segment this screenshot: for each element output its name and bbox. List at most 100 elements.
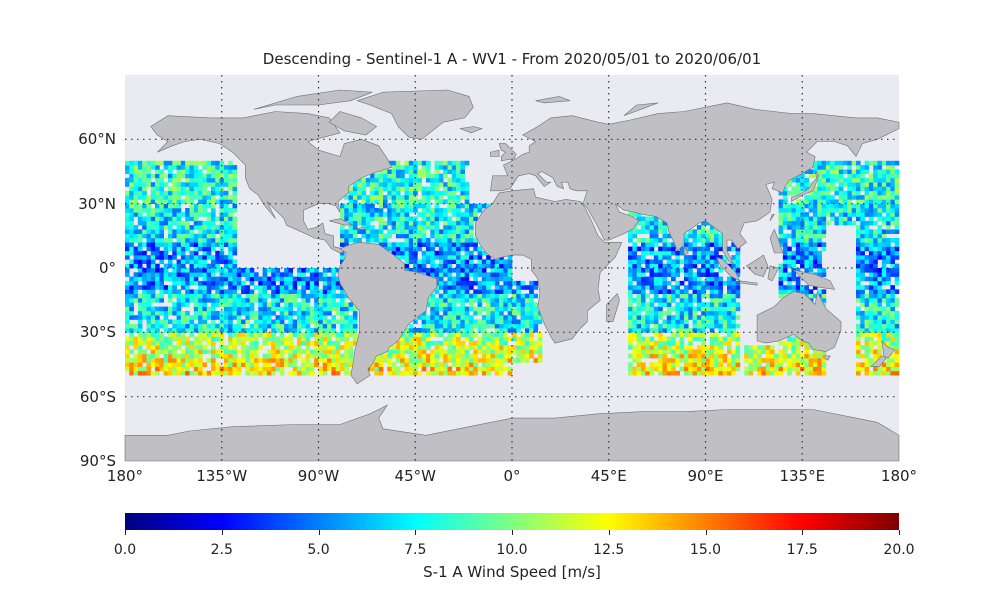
wind-cell — [142, 268, 147, 273]
wind-cell — [168, 259, 173, 264]
wind-cell — [649, 280, 655, 286]
wind-cell — [301, 332, 306, 337]
wind-cell — [400, 182, 405, 187]
wind-cell — [417, 263, 422, 269]
wind-cell — [477, 366, 483, 372]
wind-cell — [284, 285, 289, 290]
wind-cell — [335, 293, 341, 299]
colorbar-tick — [705, 530, 707, 535]
wind-cell — [447, 328, 453, 333]
wind-cell — [292, 345, 298, 350]
wind-cell — [258, 332, 263, 337]
wind-cell — [129, 203, 134, 209]
wind-cell — [477, 336, 483, 342]
wind-cell — [305, 366, 311, 372]
wind-cell — [150, 246, 156, 252]
wind-cell — [232, 310, 238, 316]
wind-cell — [193, 276, 199, 282]
wind-cell — [275, 285, 281, 290]
wind-cell — [408, 353, 414, 359]
wind-cell — [653, 289, 659, 294]
wind-cell — [808, 345, 814, 350]
wind-cell — [804, 225, 809, 230]
wind-cell — [193, 190, 199, 196]
wind-cell — [434, 208, 440, 213]
wind-cell — [421, 259, 427, 264]
wind-cell — [451, 238, 457, 243]
wind-cell — [155, 310, 160, 316]
wind-cell — [228, 319, 233, 325]
wind-cell — [645, 340, 650, 346]
wind-cell — [426, 370, 431, 376]
wind-cell — [800, 238, 805, 243]
wind-cell — [727, 280, 732, 286]
wind-cell — [503, 263, 508, 269]
wind-cell — [877, 203, 883, 209]
wind-cell — [395, 190, 401, 196]
wind-cell — [408, 169, 414, 174]
wind-cell — [782, 268, 788, 273]
wind-cell — [709, 370, 715, 376]
wind-cell — [469, 212, 474, 217]
wind-cell — [400, 332, 405, 337]
wind-cell — [146, 268, 152, 273]
wind-cell — [236, 280, 242, 286]
wind-cell — [348, 323, 354, 329]
wind-cell — [348, 306, 354, 312]
wind-cell — [696, 272, 702, 277]
wind-cell — [245, 362, 250, 367]
wind-cell — [688, 242, 693, 247]
wind-cell — [352, 315, 358, 320]
wind-cell — [477, 259, 483, 264]
wind-cell — [129, 199, 134, 204]
wind-cell — [146, 370, 152, 376]
wind-cell — [490, 366, 496, 372]
wind-cell — [198, 298, 203, 303]
land-polygon — [253, 89, 373, 110]
wind-cell — [679, 336, 685, 342]
wind-cell — [146, 353, 152, 359]
wind-cell — [129, 160, 134, 166]
wind-cell — [202, 212, 207, 217]
wind-cell — [198, 225, 203, 230]
wind-cell — [486, 315, 491, 320]
wind-cell — [223, 280, 229, 286]
wind-cell — [327, 366, 332, 372]
wind-cell — [344, 345, 349, 350]
wind-cell — [821, 366, 827, 372]
wind-cell — [714, 370, 719, 376]
land-polygon — [792, 269, 836, 290]
wind-cell — [301, 315, 306, 320]
wind-cell — [417, 328, 422, 333]
wind-cell — [421, 190, 427, 196]
wind-cell — [860, 289, 865, 294]
wind-cell — [223, 195, 229, 200]
wind-cell — [890, 272, 895, 277]
wind-cell — [228, 182, 233, 187]
wind-cell — [142, 353, 147, 359]
wind-cell — [688, 328, 693, 333]
wind-cell — [503, 319, 508, 325]
wind-cell — [258, 306, 263, 312]
wind-cell — [185, 229, 190, 234]
wind-cell — [159, 203, 164, 209]
wind-cell — [202, 328, 207, 333]
wind-cell — [460, 315, 465, 320]
wind-cell — [163, 306, 169, 312]
wind-cell — [808, 263, 814, 269]
wind-cell — [456, 212, 461, 217]
wind-cell — [163, 366, 169, 372]
wind-cell — [684, 242, 689, 247]
wind-cell — [486, 345, 491, 350]
wind-cell — [636, 319, 642, 325]
wind-cell — [868, 310, 874, 316]
wind-cell — [666, 336, 672, 342]
wind-cell — [262, 302, 268, 307]
wind-cell — [718, 289, 723, 294]
wind-cell — [451, 298, 457, 303]
wind-cell — [641, 276, 646, 282]
wind-cell — [232, 340, 238, 346]
wind-cell — [232, 362, 238, 367]
wind-cell — [223, 165, 229, 170]
wind-cell — [155, 233, 160, 239]
